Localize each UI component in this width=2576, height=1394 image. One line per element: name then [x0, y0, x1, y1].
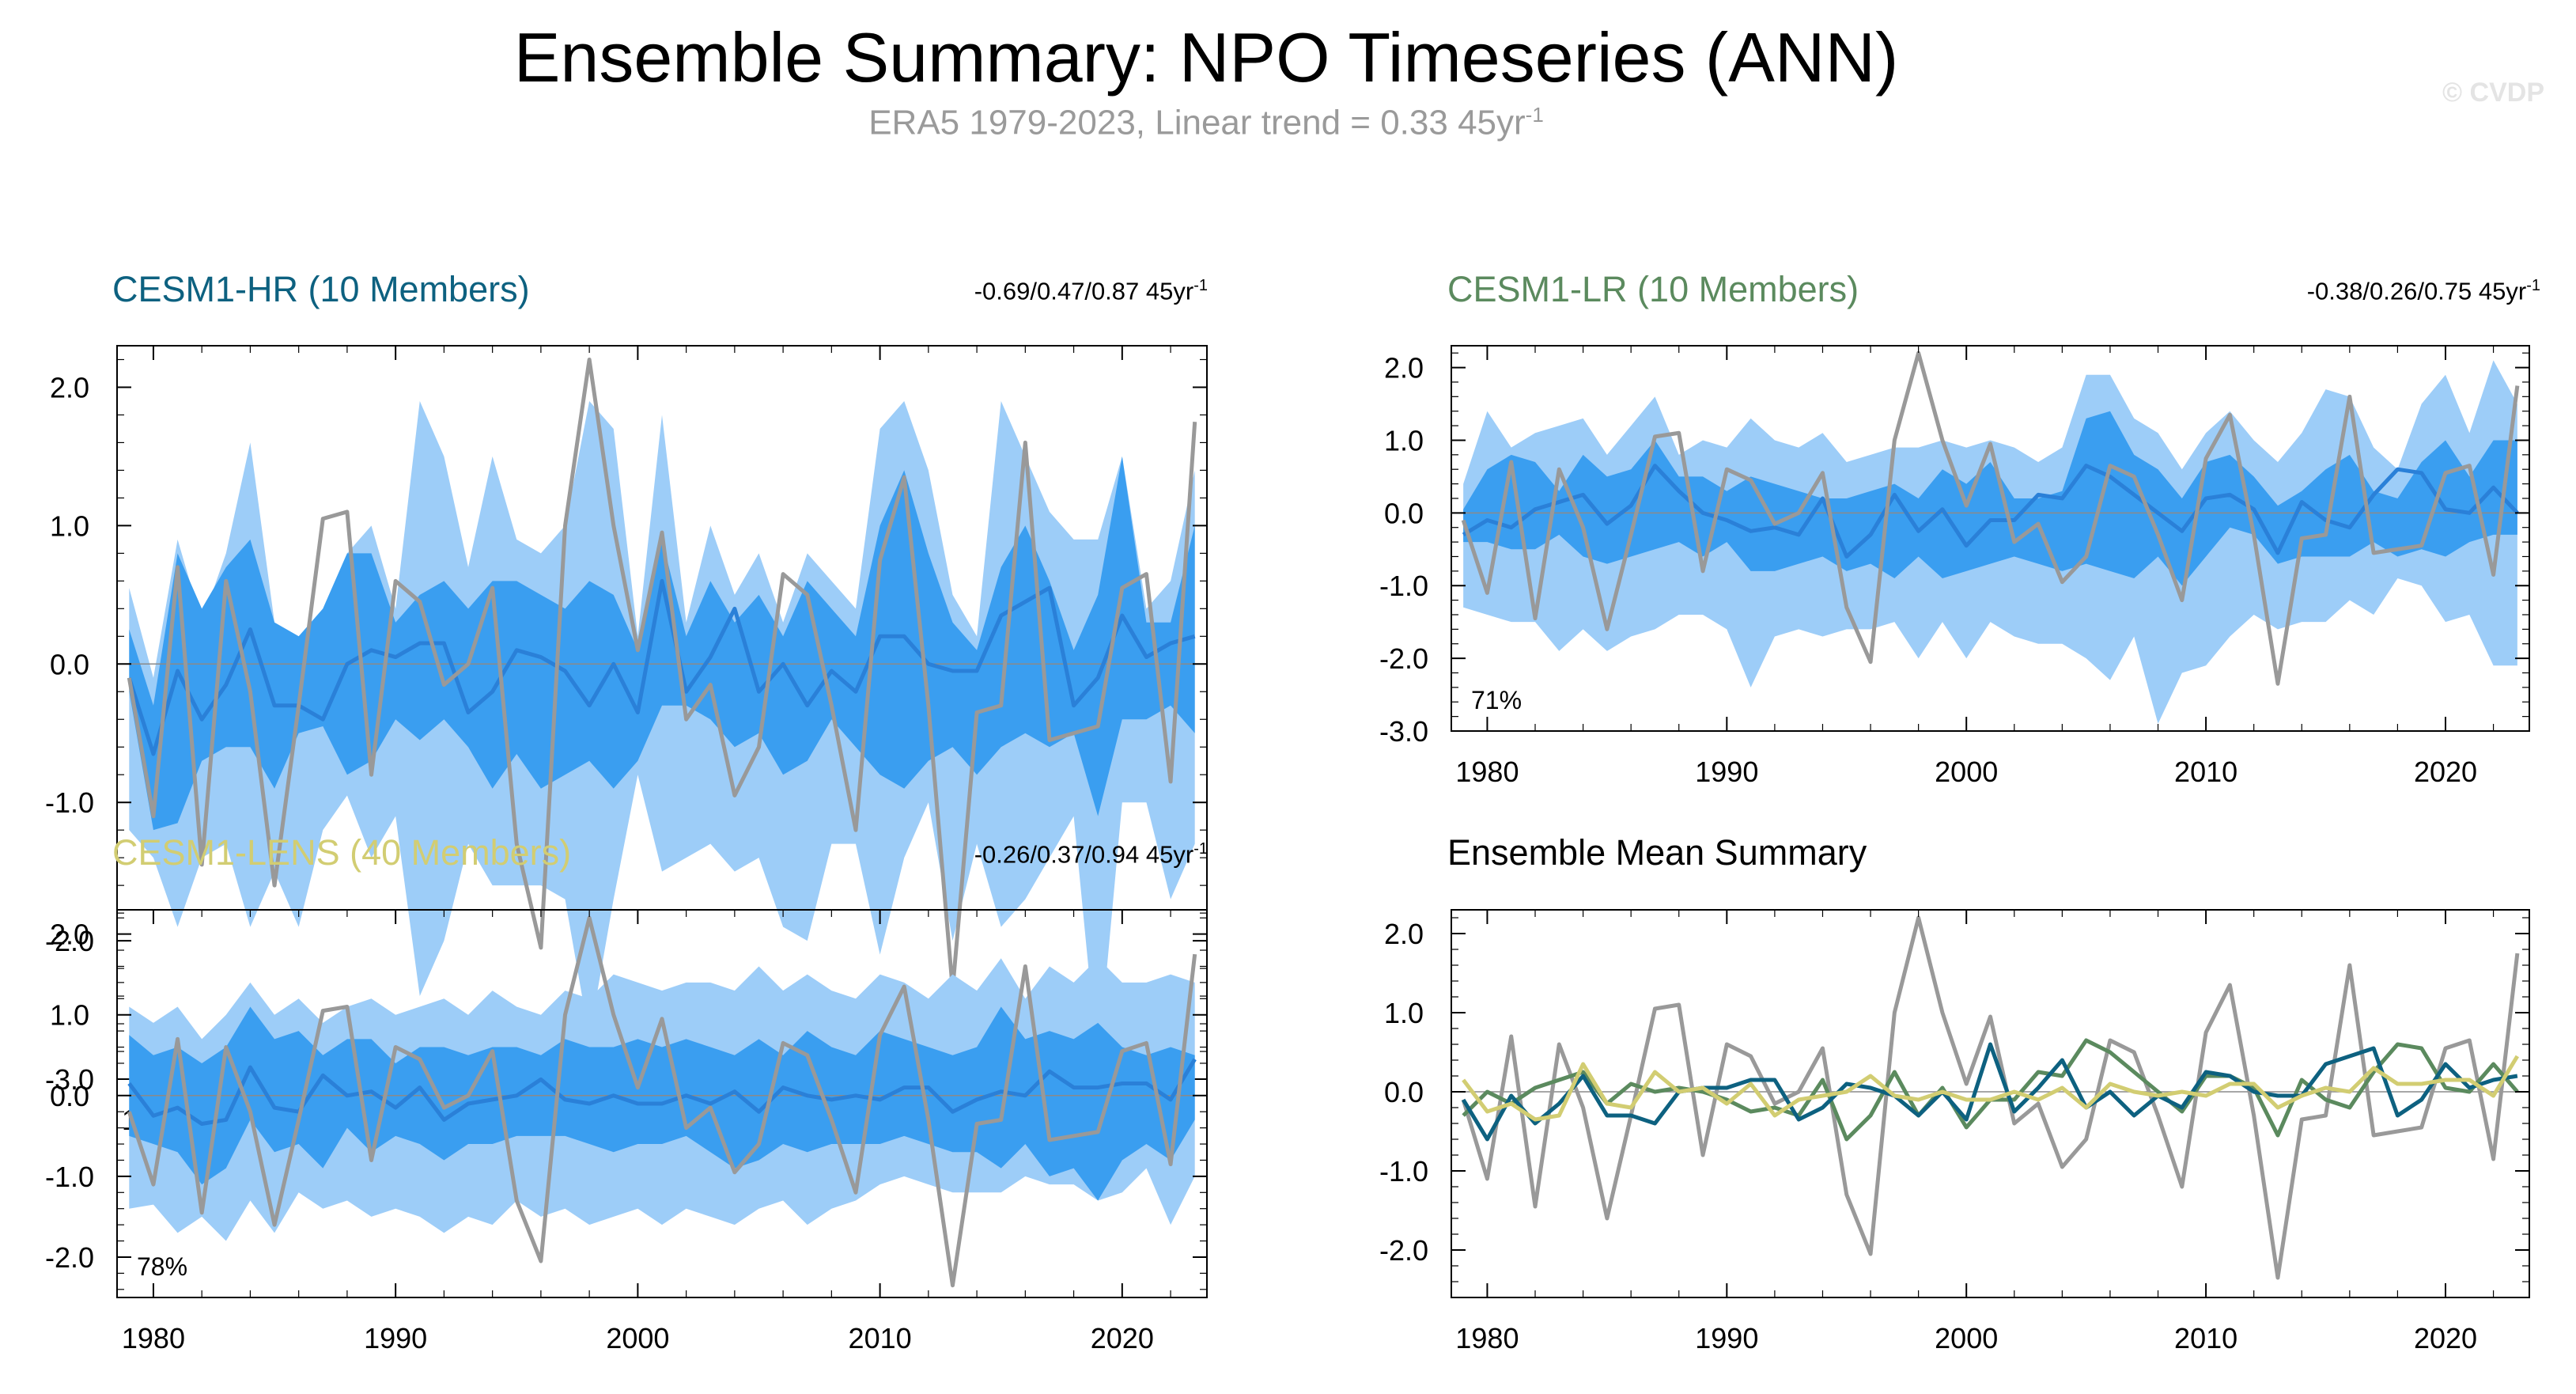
y-tick-label: 1.0 [50, 509, 89, 542]
plot-area-lens: 2.0 1.0 0.0 -1.0 -2.0 1980 1990 2000 2010 2020 78% [45, 909, 1208, 1354]
plot-frame [1451, 909, 2530, 1298]
stats-superscript: -1 [2526, 277, 2540, 294]
y-tick-label: -1.0 [1379, 570, 1428, 602]
ensemble-mean-line [1462, 464, 2519, 559]
y-tick-label: -2.0 [45, 1241, 94, 1274]
x-tick-label: 1990 [1695, 1322, 1758, 1354]
percent-annotation: 78% [137, 1252, 187, 1281]
interquartile-band [1463, 411, 2517, 586]
y-tick-label: 2.0 [50, 371, 89, 403]
plot-frame [1451, 345, 2530, 732]
subtitle-text: ERA5 1979-2023, Linear trend = 0.33 45yr [868, 103, 1526, 142]
stats-text: -0.38/0.26/0.75 45yr [2306, 277, 2527, 305]
x-tick-label: 2010 [2174, 1322, 2237, 1354]
figure-title: Ensemble Summary: NPO Timeseries (ANN) [513, 18, 1899, 97]
y-tick-label: -3.0 [45, 1063, 94, 1096]
y-tick-label: -2.0 [1379, 1234, 1428, 1267]
y-tick-label: 1.0 [1384, 424, 1424, 456]
y-tick-label: -2.0 [1379, 642, 1428, 675]
stats-superscript: -1 [1193, 277, 1208, 294]
panel-title-lr: CESM1-LR (10 Members) [1447, 269, 1859, 309]
panel-stats-hr: -0.69/0.47/0.87 45yr-1 [974, 277, 1208, 305]
y-tick-label: -1.0 [45, 786, 94, 819]
x-tick-label: 1980 [1455, 756, 1519, 788]
plot-frame [116, 909, 1208, 1298]
panel-title-summary: Ensemble Mean Summary [1447, 832, 1867, 873]
era5-line [127, 357, 1197, 991]
x-tick-label: 1980 [1455, 1322, 1519, 1354]
subtitle-superscript: -1 [1525, 103, 1544, 127]
interquartile-band [129, 456, 1195, 831]
era5-line [1461, 350, 2520, 686]
x-tick-label: 2000 [1935, 756, 1998, 788]
plot-area-lr: 2.0 1.0 0.0 -1.0 -2.0 -3.0 1980 1990 2000 2010 202… [1379, 345, 2530, 788]
percent-annotation: 71% [1471, 686, 1522, 714]
y-tick-label: 2.0 [1384, 352, 1424, 384]
cesm1-hr-line [1462, 1042, 2518, 1142]
y-tick-label: 2.0 [50, 919, 89, 951]
x-tick-label: 2010 [2174, 756, 2237, 788]
x-tick-label: 2000 [1935, 1322, 1998, 1354]
copyright-watermark: © CVDP [2442, 78, 2544, 108]
x-tick-label: 1990 [1695, 756, 1758, 788]
y-tick-label: -1.0 [45, 1161, 94, 1193]
x-tick-label: 1990 [364, 1322, 427, 1354]
panel-stats-lr: -0.38/0.26/0.75 45yr-1 [2307, 277, 2540, 305]
ensemble-mean-line [127, 578, 1196, 756]
x-tick-label: 2010 [849, 1322, 912, 1354]
y-tick-label: 2.0 [1384, 918, 1424, 950]
y-tick-label: -2.0 [45, 925, 94, 957]
x-tick-label: 2020 [2414, 756, 2477, 788]
x-tick-label: 2020 [1091, 1322, 1154, 1354]
panel-title-lens: CESM1-LENS (40 Members) [112, 832, 572, 873]
cesm1-lr-line [1462, 1038, 2519, 1142]
era5-line [127, 915, 1197, 1288]
y-tick-label: 0.0 [50, 648, 89, 680]
y-tick-label: -1.0 [1379, 1155, 1428, 1188]
x-tick-label: 1980 [122, 1322, 185, 1354]
stats-text: -0.26/0.37/0.94 45yr [974, 840, 1194, 869]
ensemble-mean-line [127, 1058, 1197, 1127]
stats-text: -0.69/0.47/0.87 45yr [974, 277, 1194, 305]
y-tick-label: 1.0 [50, 999, 89, 1032]
era5-line [1461, 915, 2520, 1280]
panel-stats-lens: -0.26/0.37/0.94 45yr-1 [974, 840, 1208, 869]
y-tick-label: 0.0 [1384, 497, 1424, 529]
y-tick-label: 0.0 [1384, 1076, 1424, 1108]
panel-title-hr: CESM1-HR (10 Members) [112, 269, 530, 309]
x-tick-label: 2020 [2414, 1322, 2477, 1354]
cesm1-lens-line [1462, 1055, 2519, 1122]
y-tick-label: 1.0 [1384, 997, 1424, 1029]
stats-superscript: -1 [1193, 840, 1208, 858]
x-tick-label: 2000 [606, 1322, 669, 1354]
y-tick-label: 0.0 [50, 1080, 89, 1112]
figure-subtitle: ERA5 1979-2023, Linear trend = 0.33 45yr… [0, 103, 2412, 143]
plot-area-summary: 2.0 1.0 0.0 -1.0 -2.0 1980 1990 2000 2010 2020 [1379, 909, 2530, 1354]
y-tick-label: -3.0 [1379, 715, 1428, 748]
